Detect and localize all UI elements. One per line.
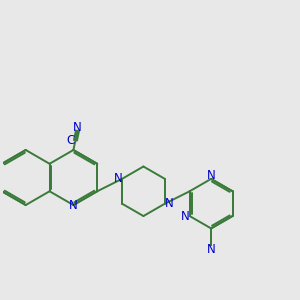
Text: N: N <box>165 197 173 210</box>
Text: N: N <box>69 199 78 212</box>
Text: C: C <box>66 134 75 147</box>
Text: N: N <box>73 121 82 134</box>
Text: N: N <box>207 243 215 256</box>
Text: N: N <box>113 172 122 185</box>
Text: N: N <box>181 209 190 223</box>
Text: N: N <box>207 169 215 182</box>
